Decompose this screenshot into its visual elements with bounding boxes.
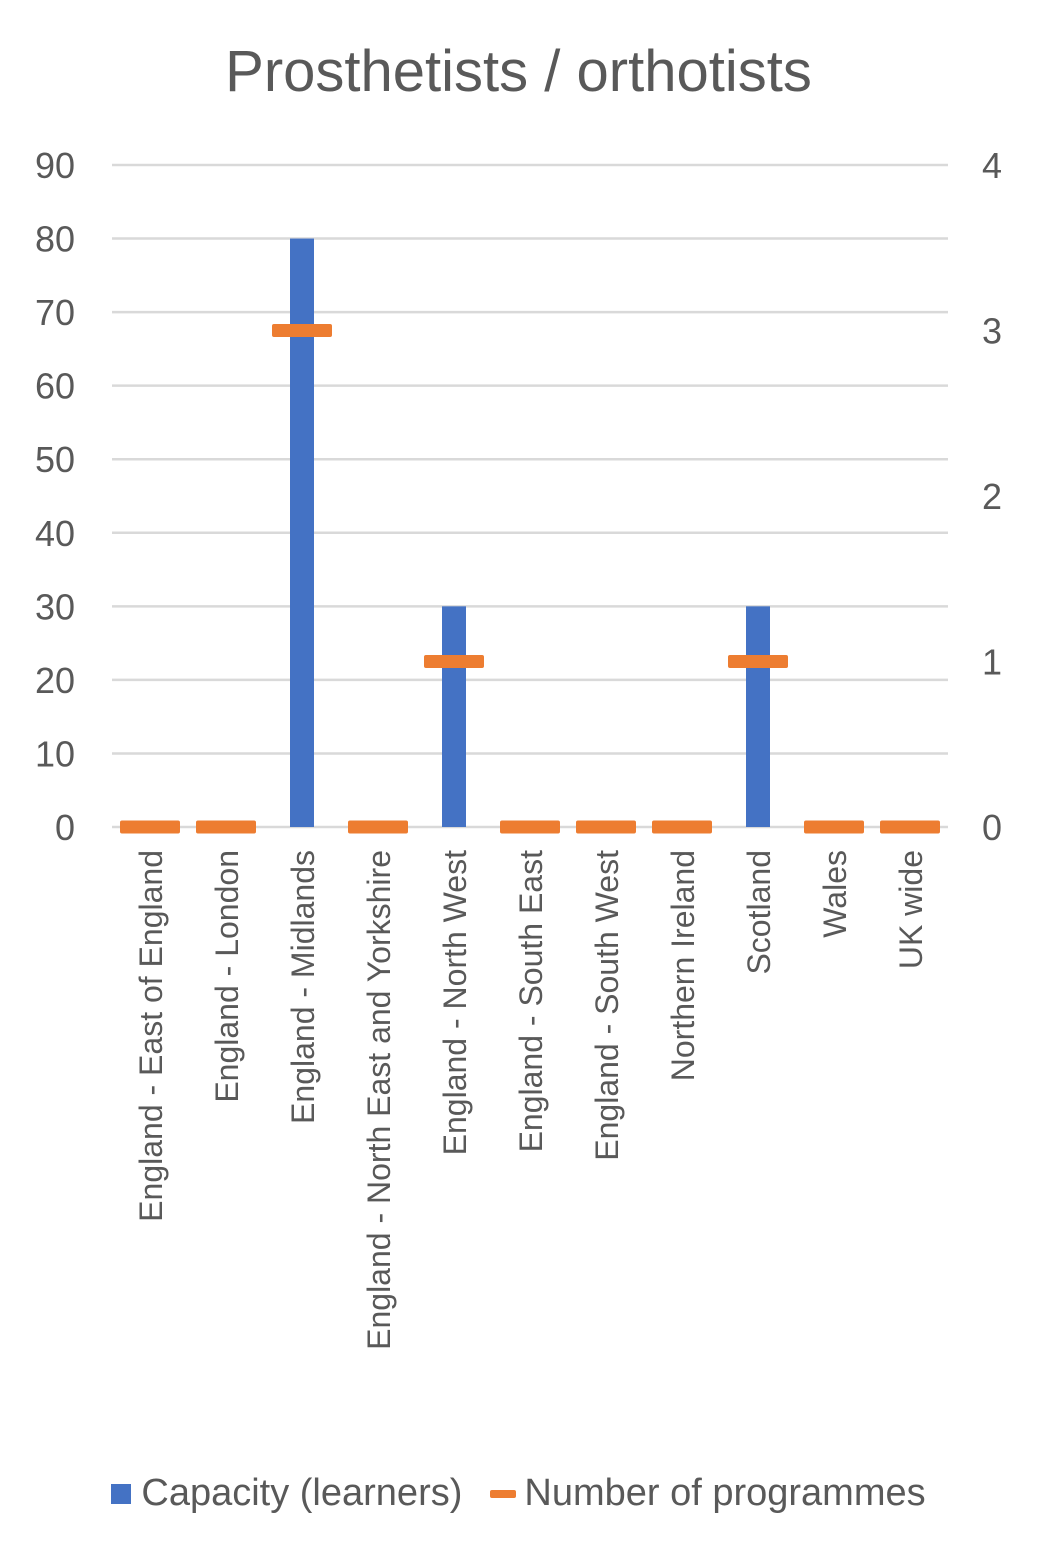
x-tick-label: Wales [817, 850, 853, 938]
y2-tick-label: 3 [982, 311, 1002, 352]
y-tick-label: 60 [35, 366, 75, 407]
legend-item-capacity: Capacity (learners) [111, 1472, 462, 1515]
bar [442, 606, 466, 827]
programme-marker [576, 820, 636, 834]
y-tick-label: 70 [35, 292, 75, 333]
y2-tick-label: 4 [982, 145, 1002, 186]
legend-swatch-programmes [490, 1489, 517, 1498]
legend-swatch-capacity [111, 1483, 132, 1504]
y2-tick-label: 1 [982, 642, 1002, 683]
programme-marker [652, 820, 712, 834]
programme-marker [500, 820, 560, 834]
programme-marker [880, 820, 940, 834]
x-tick-label: Scotland [741, 850, 777, 975]
y-tick-label: 30 [35, 586, 75, 627]
programme-marker [728, 655, 788, 668]
x-tick-label: Northern Ireland [665, 850, 701, 1081]
y2-tick-label: 0 [982, 807, 1002, 848]
y-tick-label: 80 [35, 219, 75, 260]
x-tick-label: England - Midlands [285, 850, 321, 1124]
legend-label-capacity: Capacity (learners) [141, 1472, 463, 1514]
programme-marker [424, 655, 484, 668]
chart-title: Prosthetists / orthotists [225, 39, 812, 104]
y2-tick-label: 2 [982, 476, 1002, 517]
x-tick-label: England - North East and Yorkshire [361, 850, 397, 1350]
legend-label-programmes: Number of programmes [524, 1472, 926, 1514]
programme-marker [196, 820, 256, 834]
y-tick-label: 90 [35, 145, 75, 186]
bar [746, 606, 770, 827]
legend-item-programmes: Number of programmes [490, 1472, 926, 1515]
programme-marker [120, 820, 180, 834]
chart-plot: 0 10 20 30 40 50 60 70 80 90 0 1 2 3 4 England - East o… [35, 145, 1002, 1350]
x-tick-label: England - London [209, 850, 245, 1103]
x-tick-label: England - South West [589, 850, 625, 1161]
x-tick-label: England - South East [513, 850, 549, 1153]
y-tick-label: 10 [35, 733, 75, 774]
x-tick-label: England - North West [437, 850, 473, 1155]
x-tick-label: UK wide [893, 850, 929, 969]
y-tick-label: 20 [35, 660, 75, 701]
programme-marker [804, 820, 864, 834]
x-tick-label: England - East of England [133, 850, 169, 1222]
y-tick-label: 40 [35, 513, 75, 554]
legend: Capacity (learners) Number of programmes [0, 1472, 1037, 1515]
y-tick-label: 50 [35, 439, 75, 480]
programme-marker [348, 820, 408, 834]
y-tick-label: 0 [55, 807, 75, 848]
programme-marker [272, 324, 332, 337]
